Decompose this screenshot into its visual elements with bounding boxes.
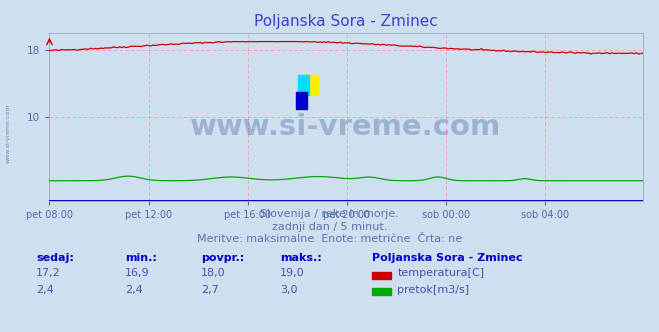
Text: min.:: min.: [125, 253, 157, 263]
Text: zadnji dan / 5 minut.: zadnji dan / 5 minut. [272, 222, 387, 232]
Text: povpr.:: povpr.: [201, 253, 244, 263]
Text: temperatura[C]: temperatura[C] [397, 268, 484, 278]
Text: 2,4: 2,4 [36, 285, 54, 295]
Text: www.si-vreme.com: www.si-vreme.com [6, 103, 11, 163]
Text: Poljanska Sora - Zminec: Poljanska Sora - Zminec [372, 253, 523, 263]
Text: 2,7: 2,7 [201, 285, 219, 295]
Text: Meritve: maksimalne  Enote: metrične  Črta: ne: Meritve: maksimalne Enote: metrične Črta… [197, 234, 462, 244]
Text: 16,9: 16,9 [125, 268, 150, 278]
Text: 18,0: 18,0 [201, 268, 225, 278]
FancyBboxPatch shape [298, 75, 308, 95]
FancyBboxPatch shape [295, 92, 308, 109]
Title: Poljanska Sora - Zminec: Poljanska Sora - Zminec [254, 14, 438, 29]
Text: www.si-vreme.com: www.si-vreme.com [190, 113, 501, 141]
FancyBboxPatch shape [302, 75, 318, 95]
Text: sedaj:: sedaj: [36, 253, 74, 263]
Text: 17,2: 17,2 [36, 268, 61, 278]
Text: pretok[m3/s]: pretok[m3/s] [397, 285, 469, 295]
Text: maks.:: maks.: [280, 253, 322, 263]
Text: Slovenija / reke in morje.: Slovenija / reke in morje. [260, 209, 399, 219]
Text: 2,4: 2,4 [125, 285, 143, 295]
Text: 19,0: 19,0 [280, 268, 304, 278]
Text: 3,0: 3,0 [280, 285, 298, 295]
